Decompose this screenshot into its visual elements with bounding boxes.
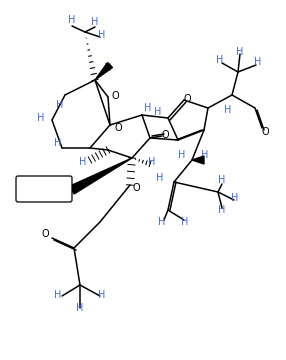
Text: H: H (68, 15, 76, 25)
Text: H: H (156, 173, 164, 183)
Text: O: O (41, 229, 49, 239)
Text: H: H (231, 193, 239, 203)
Text: H: H (98, 30, 106, 40)
Text: H: H (37, 113, 45, 123)
Text: H: H (148, 157, 156, 167)
Text: H: H (154, 107, 162, 117)
Text: H: H (54, 138, 62, 148)
Text: O: O (161, 130, 169, 140)
Text: H: H (104, 63, 112, 73)
Polygon shape (95, 63, 112, 80)
Text: H: H (216, 55, 224, 65)
Text: H: H (218, 205, 226, 215)
Text: H: H (201, 150, 209, 160)
Text: H: H (254, 57, 262, 67)
Text: O: O (261, 127, 269, 137)
Text: AcO: AcO (34, 185, 54, 195)
Text: H: H (98, 290, 106, 300)
Text: H: H (181, 217, 189, 227)
Polygon shape (70, 158, 132, 194)
Text: O: O (112, 91, 120, 101)
Text: O: O (133, 183, 141, 193)
Text: H: H (54, 290, 62, 300)
Text: H: H (91, 17, 99, 27)
Text: H: H (76, 303, 84, 313)
Text: H: H (158, 217, 166, 227)
Text: H: H (79, 157, 87, 167)
Text: H: H (144, 103, 152, 113)
FancyBboxPatch shape (16, 176, 72, 202)
Polygon shape (192, 156, 204, 164)
Text: O: O (114, 123, 122, 133)
Text: O: O (183, 94, 191, 104)
Text: H: H (236, 47, 244, 57)
Text: H: H (56, 100, 64, 110)
Text: H: H (178, 150, 186, 160)
Text: H: H (224, 105, 232, 115)
Text: H: H (218, 175, 226, 185)
